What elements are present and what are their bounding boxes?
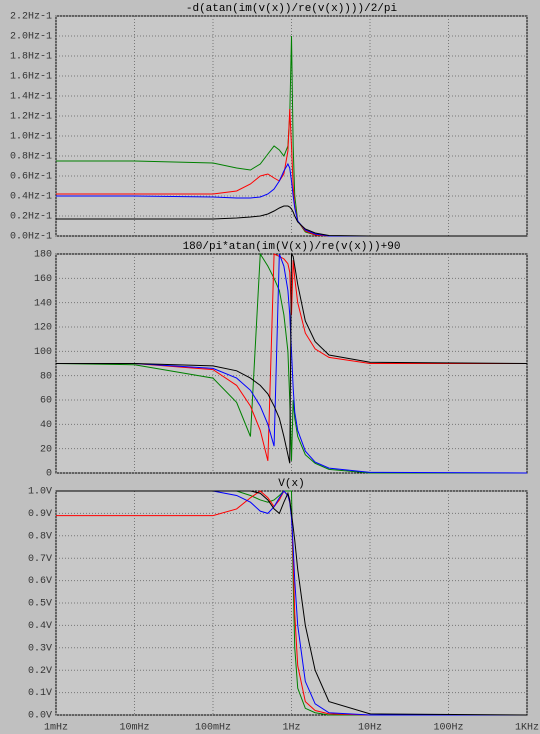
y-tick-label: 0.4Hz-1 bbox=[10, 192, 52, 203]
x-tick-label: 10Hz bbox=[358, 723, 382, 734]
y-tick-label: 1.8Hz-1 bbox=[10, 52, 52, 63]
chart-title: 180/pi*atan(im(V(x))/re(v(x)))+90 bbox=[183, 241, 401, 253]
y-tick-label: 180 bbox=[34, 250, 52, 261]
x-tick-label: 1KHz bbox=[515, 723, 539, 734]
y-tick-label: 0.3V bbox=[28, 643, 52, 654]
x-tick-label: 10mHz bbox=[119, 723, 149, 734]
y-tick-label: 1.0Hz-1 bbox=[10, 132, 52, 143]
y-tick-label: 0.0Hz-1 bbox=[10, 232, 52, 243]
chart-title: V(x) bbox=[278, 478, 304, 490]
y-tick-label: 1.4Hz-1 bbox=[10, 92, 52, 103]
y-tick-label: 120 bbox=[34, 323, 52, 334]
series-line bbox=[56, 253, 527, 461]
series-line bbox=[56, 490, 527, 716]
y-tick-label: 0.7V bbox=[28, 554, 52, 565]
y-tick-label: 1.6Hz-1 bbox=[10, 72, 52, 83]
series-line bbox=[56, 162, 527, 237]
y-tick-label: 0.9V bbox=[28, 509, 52, 520]
series-line bbox=[56, 108, 527, 237]
x-tick-label: 100Hz bbox=[433, 723, 463, 734]
series-line bbox=[56, 252, 528, 464]
series-line bbox=[55, 252, 527, 474]
x-tick-label: 100mHz bbox=[195, 723, 231, 734]
y-tick-label: 0.2V bbox=[28, 666, 52, 677]
y-tick-label: 0.2Hz-1 bbox=[10, 212, 52, 223]
y-tick-label: 0.6V bbox=[28, 576, 52, 587]
y-tick-label: 0.4V bbox=[28, 621, 52, 632]
chart-title: -d(atan(im(v(x))/re(v(x))))/2/pi bbox=[186, 3, 398, 15]
x-tick-label: 1mHz bbox=[44, 723, 68, 734]
y-tick-label: 100 bbox=[34, 347, 52, 358]
y-tick-label: 0 bbox=[46, 469, 52, 480]
series-line bbox=[56, 490, 527, 716]
y-tick-label: 160 bbox=[34, 274, 52, 285]
y-tick-label: 20 bbox=[40, 444, 52, 455]
series-line bbox=[56, 205, 527, 237]
y-tick-label: 140 bbox=[34, 298, 52, 309]
y-tick-label: 0.1V bbox=[28, 688, 52, 699]
y-tick-label: 60 bbox=[40, 396, 52, 407]
y-tick-label: 1.2Hz-1 bbox=[10, 112, 52, 123]
y-tick-label: 0.0V bbox=[28, 711, 52, 722]
y-tick-label: 0.5V bbox=[28, 599, 52, 610]
y-tick-label: 2.0Hz-1 bbox=[10, 32, 52, 43]
y-tick-label: 0.6Hz-1 bbox=[10, 172, 52, 183]
x-tick-label: 1Hz bbox=[282, 723, 300, 734]
series-line bbox=[56, 490, 528, 716]
y-tick-label: 80 bbox=[40, 371, 52, 382]
y-tick-label: 0.8Hz-1 bbox=[10, 152, 52, 163]
y-tick-label: 1.0V bbox=[28, 487, 52, 498]
y-tick-label: 2.2Hz-1 bbox=[10, 12, 52, 23]
y-tick-label: 0.8V bbox=[28, 531, 52, 542]
y-tick-label: 40 bbox=[40, 420, 52, 431]
series-line bbox=[56, 253, 528, 474]
